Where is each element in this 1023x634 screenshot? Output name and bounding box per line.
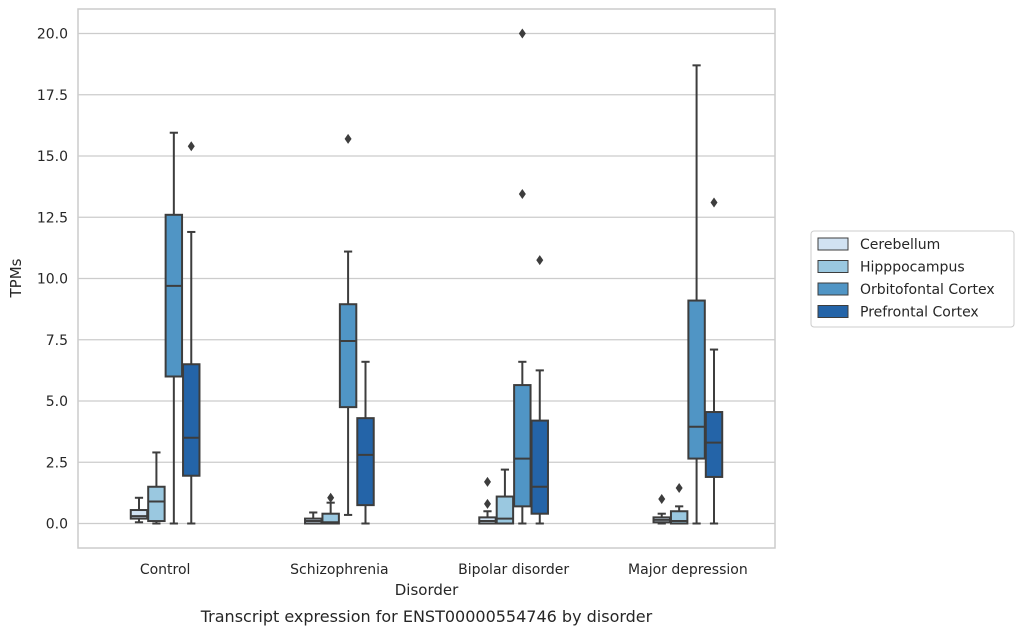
box-orbitofontal-cortex (164, 131, 184, 525)
box-iqr (513, 384, 532, 508)
box-iqr (147, 485, 166, 523)
legend-swatch (817, 282, 849, 296)
legend-item: Cerebellum (817, 237, 940, 253)
y-axis-title: TPMs (7, 258, 25, 298)
outlier-point (187, 141, 195, 152)
y-tick-label: 7.5 (46, 333, 68, 349)
box-prefrontal-cortex (356, 360, 375, 525)
y-tick-label: 15.0 (37, 149, 68, 165)
box-groups (129, 28, 724, 525)
y-tick-label: 20.0 (37, 27, 68, 43)
category-group (129, 131, 201, 525)
outlier-point (483, 498, 491, 509)
box-cerebellum (129, 496, 149, 524)
outlier-point (518, 28, 526, 39)
legend-label: Cerebellum (860, 237, 940, 253)
legend-swatch (817, 260, 849, 273)
box-iqr (530, 419, 549, 515)
y-axis-ticks: 0.0 2.5 5.0 7.5 10.0 12.5 15.0 17.5 20.0 (37, 27, 68, 533)
outlier-point (483, 476, 491, 487)
x-tick-label: Bipolar disorder (458, 562, 569, 578)
box-iqr (356, 417, 375, 507)
legend-label: Prefrontal Cortex (860, 305, 979, 321)
legend-label: Orbitofontal Cortex (860, 282, 995, 298)
box-cerebellum (652, 494, 671, 525)
chart-caption: Transcript expression for ENST0000055474… (200, 607, 653, 626)
box-prefrontal-cortex (704, 197, 724, 525)
box-hipppocampus (321, 492, 340, 525)
outlier-point (344, 133, 352, 144)
legend-frame (810, 230, 1015, 328)
box-hipppocampus (669, 482, 689, 525)
legend-item: Hipppocampus (817, 260, 965, 276)
box-iqr (338, 303, 358, 409)
y-tick-label: 5.0 (46, 394, 68, 410)
outlier-point (710, 197, 718, 208)
box-iqr (164, 213, 184, 378)
plot-frame (77, 8, 776, 549)
outlier-point (327, 492, 335, 503)
legend-item: Orbitofontal Cortex (817, 282, 995, 298)
box-iqr (495, 495, 515, 525)
x-axis-ticks: Control Schizophrenia Bipolar disorder Majo… (140, 562, 748, 578)
y-tick-label: 0.0 (46, 517, 68, 533)
box-prefrontal-cortex (530, 255, 549, 525)
category-group (304, 133, 375, 525)
outlier-point (536, 255, 544, 266)
box-hipppocampus (147, 451, 166, 525)
box-iqr (182, 363, 201, 477)
box-cerebellum (478, 476, 497, 525)
box-orbitofontal-cortex (513, 28, 532, 525)
box-orbitofontal-cortex (687, 64, 706, 525)
outlier-point (518, 188, 526, 199)
box-orbitofontal-cortex (338, 133, 358, 516)
legend-swatch (817, 237, 849, 251)
x-axis-title: Disorder (395, 581, 459, 599)
legend-label: Hipppocampus (860, 260, 965, 276)
box-iqr (687, 299, 706, 460)
legend-item: Prefrontal Cortex (817, 305, 979, 321)
category-group (652, 64, 724, 525)
y-tick-label: 17.5 (37, 88, 68, 104)
box-iqr (129, 509, 149, 520)
y-tick-label: 12.5 (37, 210, 68, 226)
box-cerebellum (304, 511, 323, 525)
legend: Cerebellum Hipppocampus Orbitofontal Corte… (810, 230, 1015, 328)
category-group (478, 28, 549, 525)
outlier-point (658, 494, 666, 504)
y-tick-label: 2.5 (46, 455, 68, 471)
box-iqr (704, 411, 724, 478)
legend-items: Cerebellum Hipppocampus Orbitofontal Corte… (817, 237, 995, 321)
outlier-point (675, 482, 683, 493)
x-tick-label: Schizophrenia (290, 562, 388, 578)
box-hipppocampus (495, 468, 515, 525)
x-tick-label: Major depression (628, 562, 748, 578)
x-tick-label: Control (140, 562, 191, 578)
box-prefrontal-cortex (182, 141, 201, 525)
y-tick-label: 10.0 (37, 272, 68, 288)
box-iqr (321, 512, 340, 525)
legend-swatch (817, 305, 849, 318)
